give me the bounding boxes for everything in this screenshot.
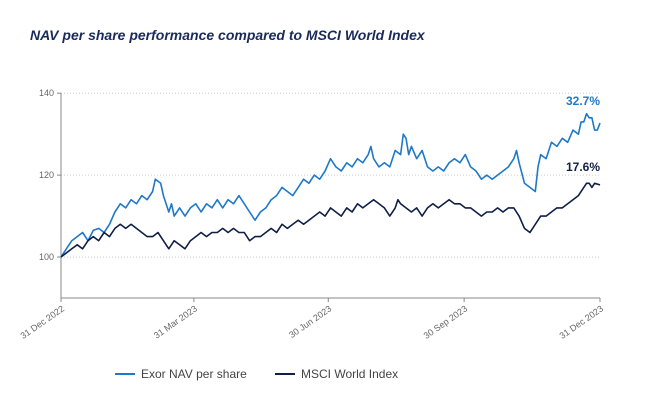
end-label-msci: 17.6% (566, 160, 600, 174)
x-tick-label: 31 Dec 2022 (19, 303, 67, 340)
legend-label-nav: Exor NAV per share (141, 367, 247, 381)
series-line-msci (60, 182, 601, 258)
x-tick-label: 30 Jun 2023 (287, 303, 333, 340)
legend: Exor NAV per share MSCI World Index (115, 367, 398, 381)
x-tick-label: 31 Mar 2023 (152, 303, 199, 340)
chart-title: NAV per share performance compared to MS… (30, 27, 425, 43)
y-tick-label: 140 (39, 88, 54, 98)
end-label-nav: 32.7% (566, 94, 600, 108)
x-tick-label: 31 Dec 2023 (558, 303, 606, 340)
series-lines (60, 112, 601, 258)
y-tick-label: 120 (39, 170, 54, 180)
y-tick-label: 100 (39, 252, 54, 262)
series-line-nav (60, 112, 601, 258)
legend-label-msci: MSCI World Index (301, 367, 398, 381)
x-tick-label: 30 Sep 2023 (422, 303, 470, 340)
end-labels: 32.7% 17.6% (566, 94, 600, 174)
